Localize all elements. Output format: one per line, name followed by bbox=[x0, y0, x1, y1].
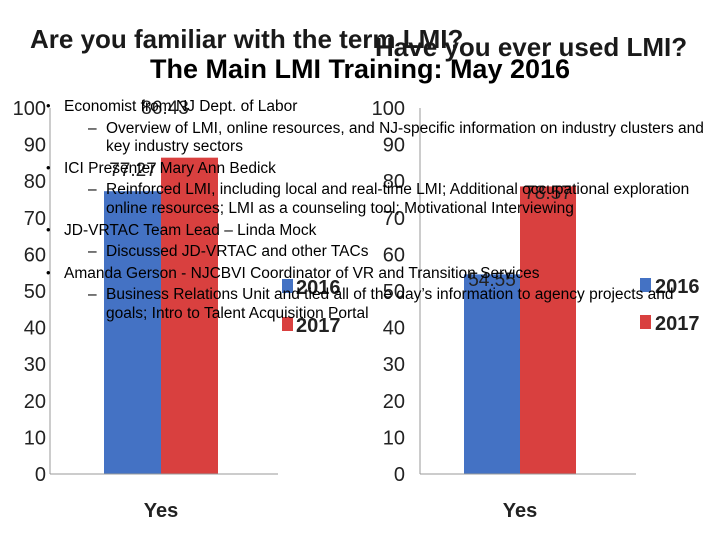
y-tick-label: 50 bbox=[24, 281, 46, 303]
y-tick-label: 30 bbox=[24, 354, 46, 376]
sub-bullet-text: Discussed JD-VRTAC and other TACs bbox=[106, 243, 369, 261]
dash-glyph: – bbox=[88, 286, 97, 304]
bullet-item: Economist from NJ Dept. of Labor –Overvi… bbox=[46, 98, 706, 157]
y-tick-label: 10 bbox=[24, 427, 46, 449]
bullet-item: ICI Presenter Mary Ann Bedick –Reinforce… bbox=[46, 160, 706, 219]
dash-glyph: – bbox=[88, 243, 97, 261]
y-tick-label: 80 bbox=[24, 171, 46, 193]
y-tick-label: 100 bbox=[13, 98, 46, 120]
chart-title: Have you ever used LMI? bbox=[375, 32, 687, 62]
y-tick-label: 10 bbox=[383, 427, 405, 449]
sub-bullet-text: Overview of LMI, online resources, and N… bbox=[106, 119, 704, 156]
chart-title: Are you familiar with the term LMI? bbox=[30, 24, 463, 54]
y-tick-label: 0 bbox=[394, 464, 405, 486]
y-tick-label: 20 bbox=[24, 391, 46, 413]
y-tick-label: 90 bbox=[24, 135, 46, 157]
bullet-text: ICI Presenter Mary Ann Bedick bbox=[64, 159, 276, 177]
category-label: Yes bbox=[503, 500, 537, 522]
sub-bullet: – Overview of LMI, online resources, and … bbox=[64, 120, 706, 157]
bullet-text: Amanda Gerson - NJCBVI Coordinator of VR… bbox=[64, 264, 540, 282]
bullet-text: Economist from NJ Dept. of Labor bbox=[64, 98, 298, 115]
bullet-text: JD-VRTAC Team Lead – Linda Mock bbox=[64, 221, 317, 239]
dash-glyph: – bbox=[88, 119, 97, 137]
y-tick-label: 30 bbox=[383, 354, 405, 376]
slide-title: The Main LMI Training: May 2016 bbox=[149, 54, 571, 84]
y-tick-label: 20 bbox=[383, 391, 405, 413]
category-label: Yes bbox=[144, 500, 178, 522]
sub-bullet: – Reinforced LMI, including local and rea… bbox=[64, 181, 706, 218]
sub-bullet: – Business Relations Unit and tied all of… bbox=[64, 286, 706, 323]
dash-glyph: – bbox=[88, 181, 97, 199]
y-tick-label: 40 bbox=[24, 318, 46, 340]
y-tick-label: 70 bbox=[24, 208, 46, 230]
sub-bullet-text: Reinforced LMI, including local and real… bbox=[106, 181, 690, 217]
y-tick-label: 60 bbox=[24, 244, 46, 266]
sub-bullet-text: Business Relations Unit and tied all of … bbox=[106, 286, 674, 322]
bullet-item: Amanda Gerson - NJCBVI Coordinator of VR… bbox=[46, 265, 706, 324]
sub-bullet: – Discussed JD-VRTAC and other TACs bbox=[64, 243, 706, 262]
legend-swatch bbox=[282, 317, 293, 331]
bullet-list: Economist from NJ Dept. of Labor –Overvi… bbox=[46, 98, 706, 327]
y-tick-label: 0 bbox=[35, 464, 46, 486]
bullet-item: JD-VRTAC Team Lead – Linda Mock –Discuss… bbox=[46, 222, 706, 262]
